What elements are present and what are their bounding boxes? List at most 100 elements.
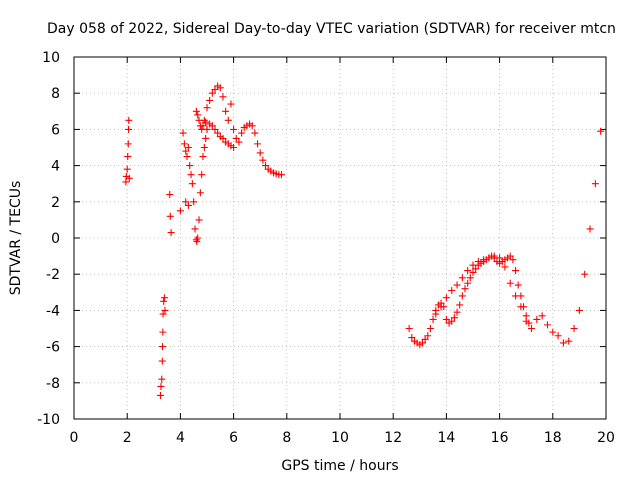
series-sdtvar [122, 82, 605, 399]
data-point [158, 357, 166, 365]
y-tick-label: 6 [51, 122, 60, 138]
data-point [159, 328, 167, 336]
data-point [522, 317, 530, 325]
data-point [186, 162, 194, 170]
data-point [570, 325, 578, 332]
data-point [208, 89, 216, 97]
data-point [158, 375, 166, 383]
data-point [202, 118, 210, 126]
data-point [224, 116, 232, 124]
data-point [538, 312, 546, 320]
data-point [597, 127, 605, 135]
data-point [254, 140, 262, 148]
y-axis: -10 -8 -6 -4 -2 0 2 4 6 8 10 [37, 50, 606, 428]
y-tick-label: 4 [51, 159, 60, 175]
data-point [586, 225, 594, 233]
data-point [235, 138, 243, 146]
data-point [219, 134, 227, 142]
y-tick-label: 8 [51, 86, 60, 102]
data-point [160, 297, 168, 305]
data-point [469, 268, 477, 276]
x-tick-label: 12 [384, 430, 402, 446]
data-point [125, 174, 133, 182]
data-point [456, 301, 464, 309]
plot-frame [73, 56, 607, 420]
data-point [211, 86, 219, 94]
data-point [180, 140, 188, 148]
data-point [466, 274, 474, 282]
data-point [193, 238, 201, 246]
data-point [188, 180, 196, 188]
data-point [458, 292, 466, 300]
data-point [230, 144, 238, 151]
data-point [450, 314, 458, 322]
y-tick-label: -8 [46, 376, 60, 392]
data-point [195, 216, 203, 224]
data-point [192, 107, 200, 115]
data-point [184, 144, 192, 151]
data-point [187, 171, 195, 179]
data-point [496, 254, 504, 262]
data-point [230, 125, 238, 133]
y-axis-label: SDTVAR / TECUs [8, 181, 24, 296]
data-point [405, 325, 413, 332]
data-point [506, 252, 514, 260]
data-point [256, 149, 264, 157]
data-point [125, 125, 133, 133]
x-tick-label: 2 [123, 430, 132, 446]
chart-title: Day 058 of 2022, Sidereal Day-to-day VTE… [47, 21, 616, 37]
data-point [203, 104, 211, 112]
data-point [514, 281, 522, 289]
data-point [179, 129, 187, 137]
data-point [469, 261, 477, 269]
data-point [219, 93, 227, 101]
data-point [480, 256, 488, 264]
data-point [125, 116, 133, 124]
data-point [123, 165, 131, 173]
data-point [198, 171, 206, 179]
x-tick-label: 14 [437, 430, 455, 446]
data-point [533, 315, 541, 323]
x-axis: 0 2 4 6 8 10 12 14 16 18 20 [70, 57, 615, 446]
data-point [421, 335, 429, 343]
data-point [191, 225, 199, 233]
data-point [208, 122, 216, 130]
data-point [458, 274, 466, 282]
data-point [474, 258, 482, 266]
x-tick-label: 0 [70, 430, 79, 446]
data-point [196, 189, 204, 197]
data-point [559, 339, 567, 347]
data-point [156, 391, 164, 399]
data-point [206, 96, 214, 104]
data-point [182, 147, 190, 155]
data-point [227, 100, 235, 108]
data-point [437, 303, 445, 311]
data-point [190, 198, 198, 206]
data-point [418, 339, 426, 347]
data-point [159, 343, 167, 351]
data-point [157, 382, 165, 390]
data-point [124, 140, 132, 148]
data-point [448, 286, 456, 294]
data-point [461, 285, 469, 293]
x-tick-label: 18 [544, 430, 562, 446]
y-tick-label: 2 [51, 195, 60, 211]
data-point [432, 310, 440, 318]
data-point [429, 315, 437, 323]
data-point [251, 129, 259, 137]
data-point [222, 107, 230, 115]
data-point [277, 171, 285, 179]
data-point [194, 234, 202, 242]
data-point [124, 153, 132, 161]
data-point [501, 263, 509, 271]
data-point [262, 162, 270, 170]
y-tick-label: 10 [42, 50, 60, 66]
y-tick-label: -10 [37, 412, 60, 428]
data-point [216, 84, 224, 92]
data-point [214, 129, 222, 137]
data-point [182, 198, 190, 206]
data-point [512, 267, 520, 275]
data-point [167, 229, 175, 237]
data-point [232, 134, 240, 142]
data-point [166, 191, 174, 199]
